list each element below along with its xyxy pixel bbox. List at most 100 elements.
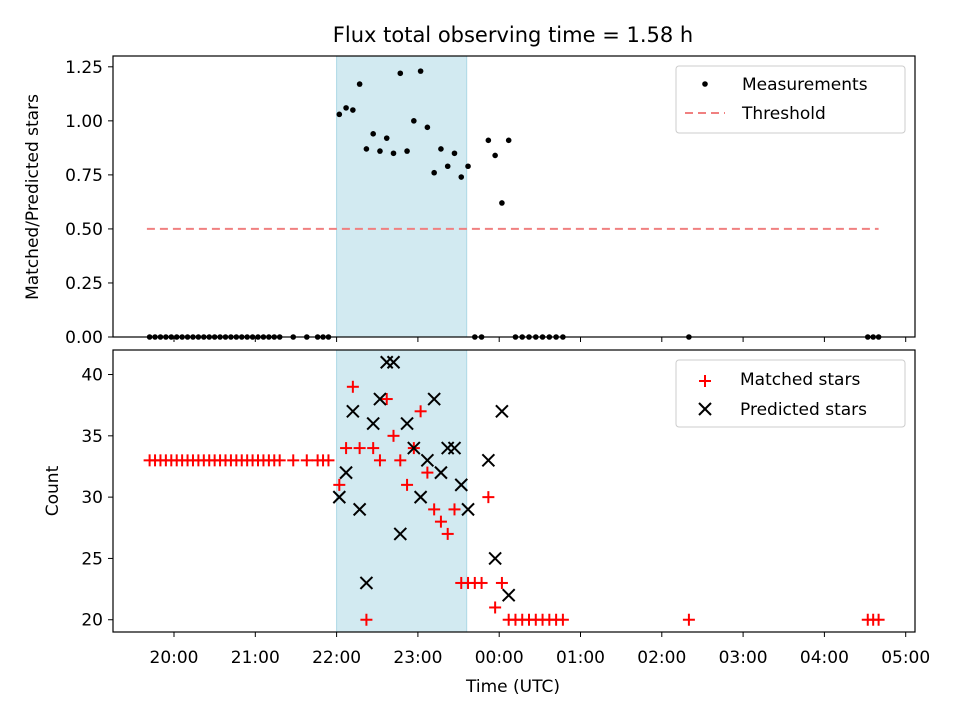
measurement-point [444, 163, 451, 170]
matched-star-point [401, 478, 414, 491]
count-y-tick-label: 25 [81, 549, 103, 569]
measurement-point [485, 137, 492, 144]
matched-star-point [489, 601, 502, 614]
x-tick-label: 04:00 [800, 648, 849, 668]
measurement-point [499, 200, 505, 206]
ratio-panel-frame [112, 55, 916, 338]
matched-star-point [872, 613, 885, 626]
predicted-star-point [386, 355, 401, 369]
x-tick-label: 21:00 [231, 648, 280, 668]
x-axis-label: Time (UTC) [465, 677, 560, 697]
predicted-star-point [346, 404, 360, 419]
matched-star-point [421, 466, 434, 479]
matched-star-point [367, 442, 380, 455]
measurement-point [451, 150, 458, 157]
predicted-star-point [427, 392, 441, 406]
matched-star-point [556, 613, 569, 626]
predicted-star-point [461, 502, 475, 517]
matched-star-point [434, 515, 447, 528]
x-tick-label: 22:00 [312, 648, 361, 668]
matched-star-point [333, 478, 346, 491]
ratio-y-tick-label: 1.25 [65, 58, 103, 78]
count-y-tick-label: 20 [81, 611, 103, 631]
legend-matched-marker [699, 375, 711, 387]
matched-star-point [380, 393, 393, 406]
legend-matched-label: Matched stars [740, 370, 860, 390]
measurement-point [363, 146, 370, 152]
ratio-y-axis-label: Matched/Predicted stars [23, 94, 43, 300]
matched-star-point [394, 454, 407, 467]
measurement-point [492, 152, 498, 159]
ratio-legend: Measurements Threshold [675, 65, 906, 134]
x-tick-label: 23:00 [393, 648, 442, 668]
measurement-point [404, 148, 410, 154]
ratio-y-tick-label: 0.25 [65, 274, 103, 294]
x-tick-label: 01:00 [556, 648, 605, 668]
x-tick-label: 03:00 [719, 648, 768, 668]
count-y-tick-label: 30 [81, 488, 103, 508]
matched-star-point [300, 454, 313, 467]
measurement-point [350, 107, 356, 113]
matched-star-point [360, 613, 373, 626]
legend-measurements-label: Measurements [742, 75, 868, 95]
measurement-point [390, 150, 397, 157]
count-legend: Matched stars Predicted stars [675, 359, 906, 428]
measurement-point [411, 118, 417, 124]
count-y-axis-label: Count [43, 465, 63, 516]
measurement-point [424, 124, 431, 131]
measurement-point [343, 105, 349, 111]
count-panel: 20 25 30 35 40 20:00 21:00 22:00 23:00 00:00 01:0… [43, 349, 930, 697]
count-y-tick-label: 40 [81, 366, 103, 386]
predicted-star-point [420, 453, 435, 468]
measurement-point [336, 111, 343, 118]
measurement-point [370, 131, 376, 137]
measurement-point [438, 146, 444, 152]
measurement-point [431, 169, 437, 176]
predicted-star-point [488, 551, 502, 566]
predicted-star-point [407, 441, 421, 455]
predicted-star-point [332, 490, 347, 504]
measurement-point [505, 137, 512, 144]
predicted-star-point [393, 527, 407, 541]
chart-title: Flux total observing time = 1.58 h [333, 23, 693, 47]
predicted-star-point [434, 465, 448, 480]
ratio-panel: 0.00 0.25 0.50 0.75 1.00 1.25 Matched/Predict… [23, 55, 916, 348]
measurement-point [377, 148, 383, 154]
predicted-star-point [366, 416, 380, 431]
ratio-y-tick-label: 0.75 [65, 166, 103, 186]
measurement-point [397, 70, 404, 77]
matched-star-point [387, 429, 400, 442]
matched-star-point [373, 454, 386, 467]
matched-star-point [273, 454, 286, 467]
measurement-point [417, 68, 424, 74]
ratio-y-tick-label: 0.50 [65, 220, 103, 240]
predicted-star-point [447, 441, 462, 455]
matched-star-point [428, 503, 441, 516]
matched-star-point [448, 503, 461, 516]
x-tick-label: 05:00 [881, 648, 930, 668]
predicted-star-point [359, 576, 374, 590]
predicted-star-point [400, 416, 414, 431]
predicted-star-point [501, 588, 516, 602]
matched-star-point [346, 380, 359, 393]
matched-star-point [340, 442, 353, 455]
matched-star-point [414, 405, 427, 418]
predicted-star-point [495, 404, 509, 419]
predicted-star-point [373, 392, 387, 406]
matched-star-point [475, 576, 488, 589]
predicted-star-point [481, 453, 496, 468]
count-panel-frame [112, 349, 916, 633]
matched-star-point [287, 454, 300, 467]
legend-measurements-marker [702, 81, 708, 87]
legend-threshold-label: Threshold [741, 104, 826, 124]
predicted-star-point [339, 465, 353, 480]
matched-star-point [482, 491, 495, 504]
observing-window-shade [336, 55, 468, 338]
ratio-y-tick-label: 0.00 [65, 328, 103, 348]
ratio-y-tick-label: 1.00 [65, 112, 103, 132]
x-tick-label: 00:00 [475, 648, 524, 668]
measurement-point [458, 174, 465, 180]
observing-window-shade-bottom [336, 349, 468, 633]
legend-predicted-label: Predicted stars [740, 400, 867, 420]
